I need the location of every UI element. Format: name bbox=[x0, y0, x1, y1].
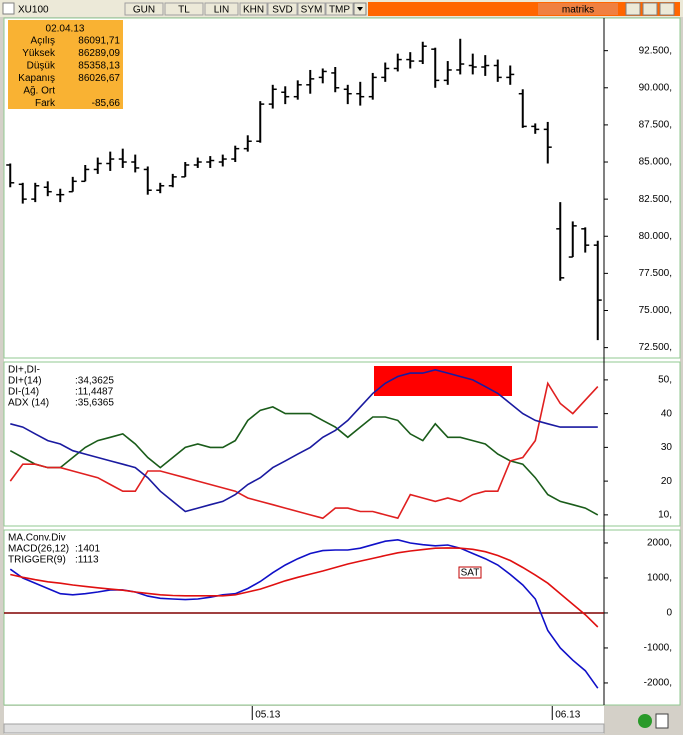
minimize-button[interactable] bbox=[625, 2, 641, 16]
x-tick-label: 05.13 bbox=[255, 710, 280, 721]
y-tick-label: 1000, bbox=[647, 573, 672, 584]
series-line bbox=[9, 406, 599, 516]
refresh-icon[interactable] bbox=[638, 714, 652, 728]
y-tick-label: 77.500, bbox=[639, 268, 672, 279]
y-tick-label: 10, bbox=[658, 510, 672, 521]
info-label: Ağ. Ort bbox=[23, 86, 55, 97]
y-tick-label: 20 bbox=[661, 476, 673, 487]
toolbar-button[interactable] bbox=[204, 2, 239, 16]
info-value: 86026,67 bbox=[78, 73, 120, 84]
info-label: Açılış bbox=[31, 36, 55, 47]
series-line bbox=[10, 368, 598, 513]
close-button[interactable] bbox=[659, 2, 675, 16]
info-label: Yüksek bbox=[22, 48, 56, 59]
y-tick-label: 92.500, bbox=[639, 45, 672, 56]
y-tick-label: 87.500, bbox=[639, 120, 672, 131]
toolbar-button[interactable] bbox=[164, 2, 204, 16]
legend-value: :1113 bbox=[75, 555, 99, 566]
dropdown-arrow bbox=[357, 7, 363, 11]
toolbar-button-label[interactable]: SYM bbox=[301, 5, 323, 16]
price-panel bbox=[3, 17, 681, 359]
legend-name: MACD(26,12) bbox=[8, 544, 69, 555]
toolbar-button-label[interactable]: TL bbox=[178, 5, 190, 16]
series-line bbox=[9, 538, 599, 689]
y-tick-label: 30 bbox=[661, 442, 673, 453]
info-label: Kapanış bbox=[18, 73, 55, 84]
toolbar-button[interactable] bbox=[325, 2, 354, 16]
toolbar-button[interactable] bbox=[124, 2, 164, 16]
toolbar-button[interactable] bbox=[297, 2, 326, 16]
y-tick-label: 50, bbox=[658, 375, 672, 386]
legend-title: MA.Conv.Div bbox=[8, 533, 66, 544]
toolbar-button-label[interactable]: TMP bbox=[329, 5, 350, 16]
di-panel bbox=[3, 361, 681, 527]
series-line bbox=[9, 381, 599, 520]
info-value: 85358,13 bbox=[78, 61, 120, 72]
legend-name: DI+(14) bbox=[8, 376, 42, 387]
highlight-box bbox=[374, 366, 512, 396]
annotation: SAT bbox=[461, 568, 480, 579]
y-tick-label: 90.000, bbox=[639, 82, 672, 93]
info-box bbox=[8, 20, 123, 109]
info-label: Düşük bbox=[27, 61, 56, 72]
info-label: Fark bbox=[35, 98, 56, 109]
y-tick-label: -1000, bbox=[644, 643, 672, 654]
legend-title: DI+,DI- bbox=[8, 365, 40, 376]
toolbar-button-label[interactable]: KHN bbox=[243, 5, 264, 16]
y-tick-label: 85.000, bbox=[639, 157, 672, 168]
legend-value: :1401 bbox=[75, 544, 100, 555]
y-tick-label: 2000, bbox=[647, 538, 672, 549]
annotation-box bbox=[458, 566, 482, 579]
brand-box bbox=[538, 3, 618, 15]
series-line bbox=[10, 547, 599, 628]
y-tick-label: 0 bbox=[666, 608, 672, 619]
toolbar-button-label[interactable]: GUN bbox=[133, 5, 155, 16]
legend-value: :11,4487 bbox=[75, 387, 114, 398]
legend-name: DI-(14) bbox=[8, 387, 39, 398]
info-value: 86091,71 bbox=[78, 36, 120, 47]
legend-value: :35,6365 bbox=[75, 398, 114, 409]
info-date: 02.04.13 bbox=[46, 24, 85, 35]
brand: matriks bbox=[562, 5, 594, 16]
y-tick-label: 75.000, bbox=[639, 305, 672, 316]
toolbar-button-label[interactable]: LIN bbox=[214, 5, 230, 16]
y-tick-label: 40 bbox=[661, 408, 673, 419]
toolbar-button-label[interactable]: SVD bbox=[272, 5, 293, 16]
info-value: -85,66 bbox=[92, 98, 121, 109]
toolbar-button[interactable] bbox=[239, 2, 268, 16]
scrollbar[interactable] bbox=[3, 723, 605, 734]
y-tick-label: 72.500, bbox=[639, 342, 672, 353]
y-tick-label: 82.500, bbox=[639, 194, 672, 205]
page-icon[interactable] bbox=[655, 713, 669, 729]
legend-name: TRIGGER(9) bbox=[8, 555, 66, 566]
toolbar-button[interactable] bbox=[267, 2, 298, 16]
y-tick-label: 80.000, bbox=[639, 231, 672, 242]
legend-value: :34,3625 bbox=[75, 376, 114, 387]
menu-icon[interactable] bbox=[2, 2, 15, 15]
y-tick-label: -2000, bbox=[644, 678, 672, 689]
macd-panel bbox=[3, 529, 681, 706]
symbol-button[interactable]: XU100 bbox=[18, 5, 49, 16]
x-tick-label: 06.13 bbox=[555, 710, 580, 721]
info-value: 86289,09 bbox=[78, 48, 120, 59]
maximize-button[interactable] bbox=[642, 2, 658, 16]
legend-name: ADX (14) bbox=[8, 398, 49, 409]
